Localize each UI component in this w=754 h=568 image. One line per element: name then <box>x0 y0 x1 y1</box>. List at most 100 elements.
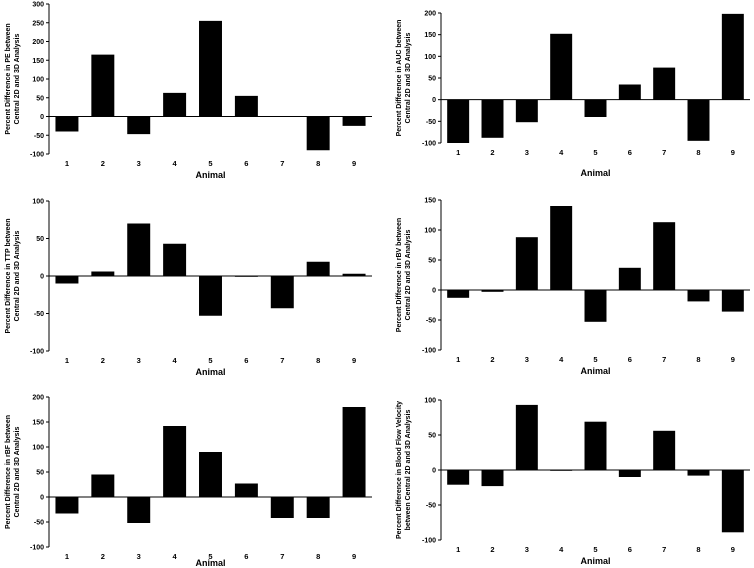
bar-animal-3 <box>127 116 151 135</box>
x-category-label: 6 <box>244 159 248 168</box>
y-tick-label: 0 <box>432 97 436 104</box>
bar-animal-3 <box>515 404 538 470</box>
bar-animal-1 <box>55 497 79 514</box>
bar-animal-5 <box>584 421 607 470</box>
x-category-label: 9 <box>731 148 735 157</box>
bar-animal-7 <box>270 276 294 309</box>
y-axis-title-line: Central 2D and 3D Analysis <box>405 33 412 124</box>
chart-panel-1: -100 -50 0 50 100 150 200 250 300 1 2 3 4 5 6 7 8 9 Animal… <box>5 2 372 180</box>
y-axis-title-line: Percent Difference in rBF between <box>5 415 12 529</box>
x-category-label: 3 <box>137 159 141 168</box>
bar-animal-4 <box>163 92 187 117</box>
y-tick-label: 300 <box>32 2 44 9</box>
x-category-label: 5 <box>593 545 597 554</box>
bar-animal-8 <box>687 99 710 141</box>
y-tick-label: -100 <box>30 545 44 552</box>
x-category-label: 6 <box>628 355 632 364</box>
bar-animal-1 <box>447 99 470 143</box>
y-tick-label: 100 <box>424 398 436 405</box>
x-category-label: 9 <box>352 552 356 561</box>
y-tick-label: 100 <box>32 445 44 452</box>
bar-animal-5 <box>584 290 607 322</box>
bar-animal-7 <box>270 497 294 518</box>
x-category-label: 7 <box>280 159 284 168</box>
y-axis-title: Percent Difference in Blood Flow Velocit… <box>396 401 412 539</box>
y-tick-label: 50 <box>36 95 44 102</box>
y-tick-label: 200 <box>424 11 436 18</box>
bar-animal-2 <box>91 271 115 276</box>
bar-animal-5 <box>199 452 222 497</box>
bar-animal-9 <box>342 273 366 276</box>
x-category-label: 7 <box>662 545 666 554</box>
y-tick-label: 0 <box>432 288 436 295</box>
y-axis-title-line: Central 2D and 3D Analysis <box>14 231 21 322</box>
x-axis-title: Animal <box>195 170 225 180</box>
bar-animal-5 <box>199 276 222 316</box>
x-category-label: 5 <box>208 552 212 561</box>
y-tick-label: -50 <box>426 119 436 126</box>
x-category-label: 9 <box>352 159 356 168</box>
y-tick-label: -100 <box>30 349 44 356</box>
chart-panel-5: -100 -50 0 50 100 150 200 1 2 3 4 5 6 7 8 9 Animal Percen… <box>5 395 372 568</box>
x-category-label: 2 <box>101 552 105 561</box>
bar-animal-9 <box>342 116 366 126</box>
y-axis-title-line: Percent Difference in Blood Flow Velocit… <box>396 401 403 539</box>
x-axis-title: Animal <box>580 168 610 178</box>
x-category-label: 6 <box>244 356 248 365</box>
x-category-label: 2 <box>101 356 105 365</box>
bar-animal-4 <box>163 426 187 497</box>
x-category-label: 1 <box>65 159 69 168</box>
y-axis-title: Percent Difference in TTP between Central… <box>5 218 21 333</box>
y-tick-label: 100 <box>424 54 436 61</box>
bar-animal-5 <box>584 99 607 117</box>
y-tick-label: -100 <box>422 141 436 148</box>
x-axis-title: Animal <box>580 366 610 376</box>
bar-animal-8 <box>306 261 330 276</box>
x-category-label: 9 <box>731 355 735 364</box>
bar-animal-2 <box>91 54 115 117</box>
y-axis-title: Percent Difference in rBV between Central… <box>396 218 412 332</box>
bar-animal-1 <box>55 276 79 284</box>
y-axis-title-line: Percent Difference in rBV between <box>396 218 403 332</box>
x-category-label: 9 <box>731 545 735 554</box>
bar-animal-7 <box>653 67 676 100</box>
x-axis-title: Animal <box>195 367 225 377</box>
bar-animal-9 <box>721 290 744 312</box>
y-tick-label: -50 <box>426 318 436 325</box>
x-category-label: 8 <box>316 356 320 365</box>
x-category-label: 7 <box>662 148 666 157</box>
bar-animal-7 <box>653 430 676 470</box>
x-category-label: 1 <box>456 545 460 554</box>
bar-animal-6 <box>618 267 641 290</box>
bar-animal-4 <box>163 243 187 276</box>
y-tick-label: -100 <box>30 152 44 159</box>
y-tick-label: 50 <box>36 236 44 243</box>
x-category-label: 8 <box>316 159 320 168</box>
y-tick-label: 100 <box>32 77 44 84</box>
bar-animal-3 <box>515 99 538 123</box>
y-tick-label: 100 <box>32 199 44 206</box>
bar-animal-8 <box>687 290 710 302</box>
y-axis-title-line: Central 2D and 3D Analysis <box>14 34 21 125</box>
x-category-label: 4 <box>559 545 564 554</box>
x-category-label: 2 <box>490 545 494 554</box>
bar-animal-1 <box>55 116 79 132</box>
y-tick-label: 50 <box>428 76 436 83</box>
x-category-label: 8 <box>696 148 700 157</box>
y-axis-title-line: Central 2D and 3D Analysis <box>14 427 21 518</box>
x-category-label: 6 <box>628 148 632 157</box>
x-category-label: 7 <box>280 552 284 561</box>
y-axis-title: Percent Difference in rBF between Central… <box>5 415 21 529</box>
y-tick-label: 150 <box>32 58 44 65</box>
bar-animal-6 <box>234 276 258 277</box>
chart-panel-4: -100 -50 0 50 100 150 1 2 3 4 5 6 7 8 9 Animal Percent D… <box>396 198 750 376</box>
chart-panel-6: -100 -50 0 50 100 1 2 3 4 5 6 7 8 9 Animal Percent Diff… <box>396 398 750 566</box>
bar-animal-9 <box>721 470 744 533</box>
y-tick-label: -100 <box>422 348 436 355</box>
y-tick-label: 150 <box>32 420 44 427</box>
y-tick-label: -50 <box>34 311 44 318</box>
bar-animal-1 <box>447 290 470 298</box>
x-category-label: 4 <box>173 552 178 561</box>
x-category-label: 6 <box>628 545 632 554</box>
bar-animal-3 <box>515 237 538 290</box>
